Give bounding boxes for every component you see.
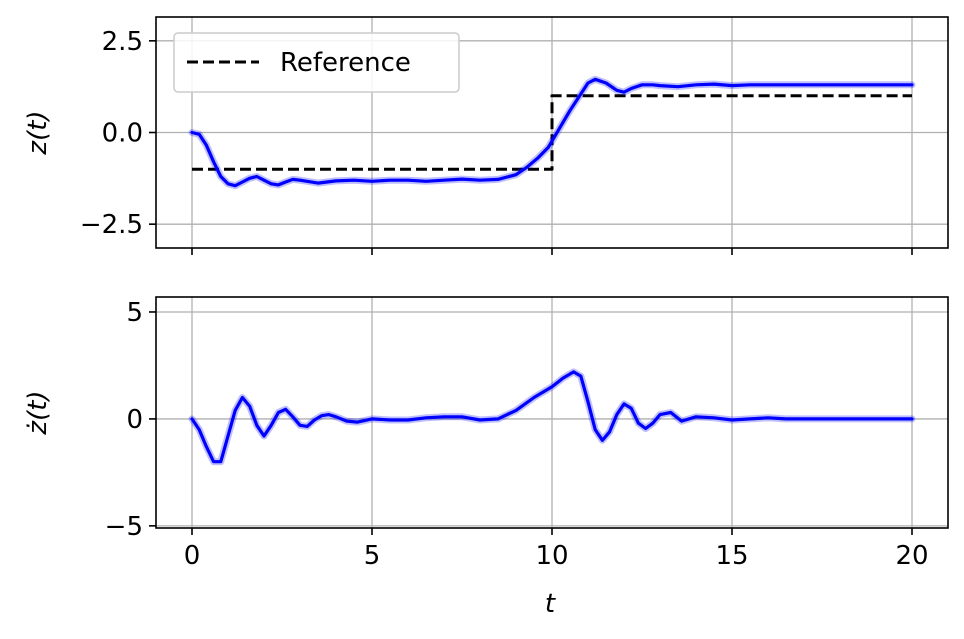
top-trajectory-line: [190, 77, 914, 188]
bottom-plot-lines: [188, 368, 916, 466]
bottom-x-tick-label: 20: [895, 541, 928, 571]
bottom-y-tick-label: 5: [126, 298, 143, 328]
legend: Reference: [173, 32, 460, 93]
bottom-x-tick-label: 0: [184, 541, 201, 571]
legend-box: [173, 32, 460, 93]
top-subplot: −2.5 0.0 2.5 z(t) Reference: [23, 16, 949, 255]
legend-reference-label: Reference: [280, 48, 411, 78]
top-y-tick-label: 0.0: [102, 119, 143, 149]
bottom-y-axis-label: ż(t): [23, 390, 53, 435]
bottom-x-tick-label: 15: [715, 541, 748, 571]
bottom-y-tick-label: 0: [126, 405, 143, 435]
top-ticks: −2.5 0.0 2.5: [80, 27, 913, 255]
bottom-axes-frame: [155, 296, 949, 529]
top-plot-lines: [188, 75, 916, 190]
bottom-x-tick-label: 5: [364, 541, 381, 571]
x-axis-label: t: [545, 589, 556, 619]
bottom-y-tick-label: −5: [105, 512, 143, 542]
top-y-axis-label: z(t): [23, 110, 53, 155]
top-y-tick-label: −2.5: [80, 210, 143, 240]
bottom-x-tick-label: 10: [535, 541, 568, 571]
bottom-ticks: 0 5 10 15 20 −5 0 5: [105, 298, 929, 571]
top-y-tick-label: 2.5: [102, 27, 143, 57]
top-axes-frame: [155, 16, 949, 249]
top-reference-line: [192, 94, 912, 171]
bottom-trajectory-line: [190, 370, 914, 464]
bottom-subplot: 0 5 10 15 20 −5 0 5 ż(t) t: [23, 296, 949, 619]
